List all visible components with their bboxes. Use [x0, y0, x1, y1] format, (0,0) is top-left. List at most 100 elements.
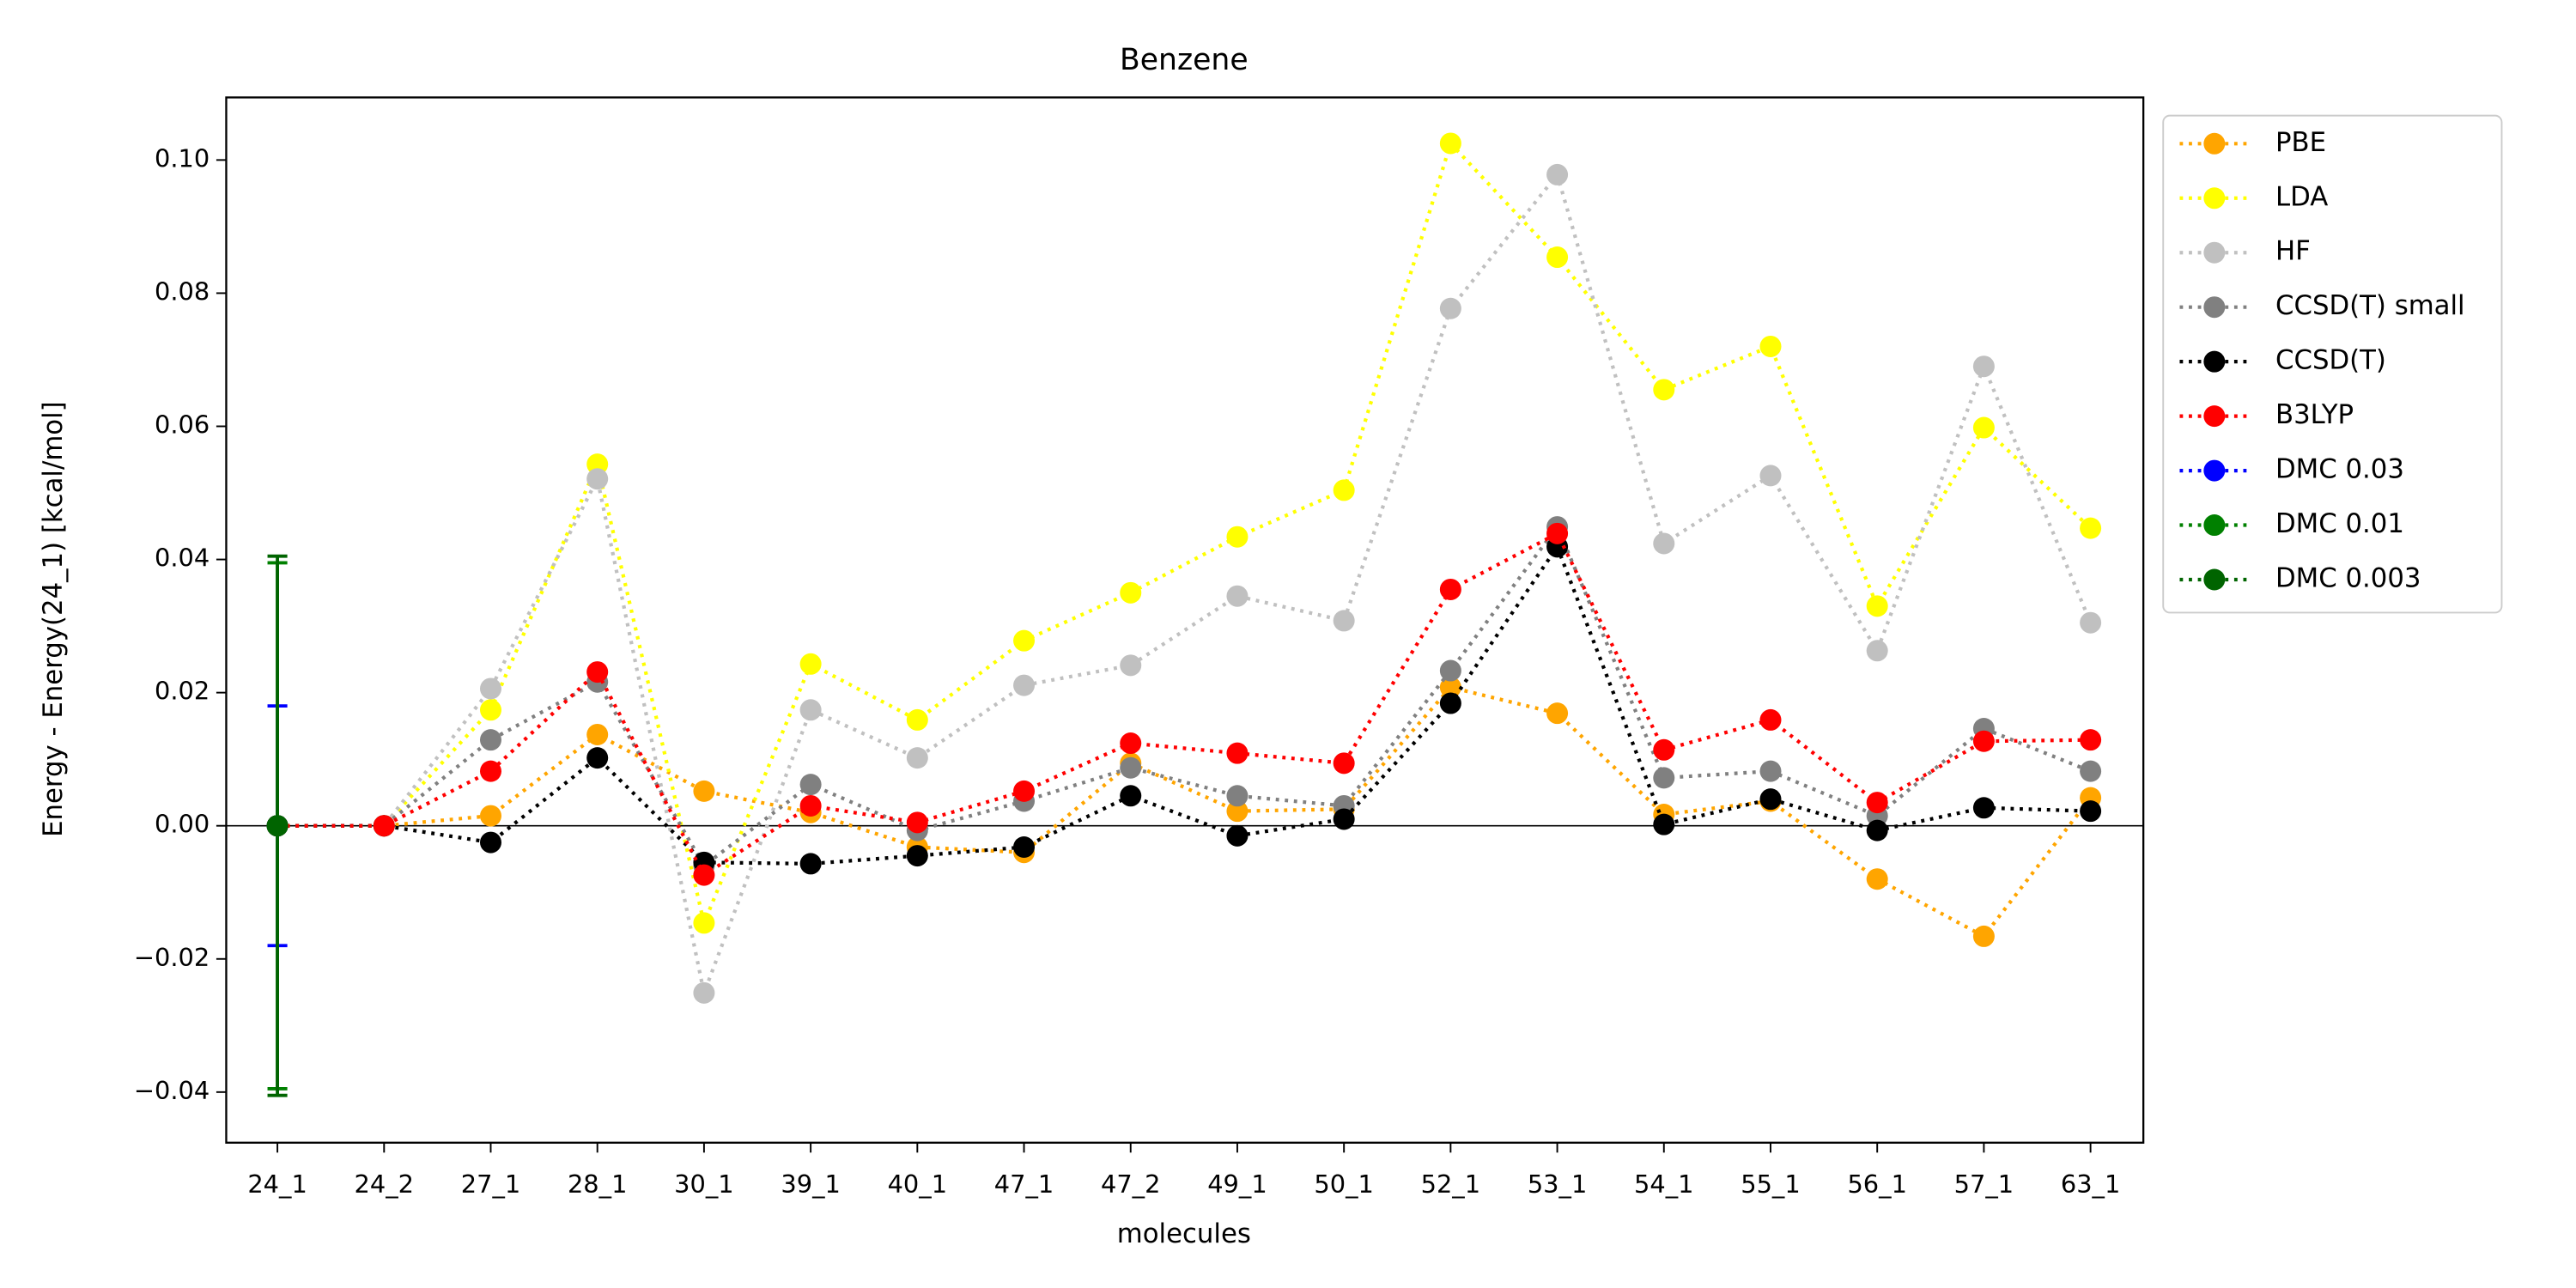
- marker: [693, 864, 715, 886]
- marker: [1013, 836, 1036, 859]
- y-tick-label: −0.04: [134, 1076, 210, 1105]
- marker: [1439, 578, 1461, 600]
- marker: [2080, 611, 2102, 634]
- marker: [1972, 355, 1995, 378]
- legend-marker: [2203, 459, 2226, 482]
- marker: [2080, 517, 2102, 539]
- y-tick-label: 0.08: [155, 276, 210, 306]
- x-tick-label: 28_1: [568, 1170, 627, 1199]
- marker: [1120, 732, 1142, 755]
- marker: [1866, 595, 1888, 617]
- marker: [1653, 379, 1675, 401]
- marker: [1866, 792, 1888, 814]
- y-tick-label: 0.00: [155, 810, 210, 839]
- marker: [1226, 526, 1249, 548]
- x-tick-label: 30_1: [674, 1170, 733, 1199]
- series-line: [277, 543, 2091, 866]
- marker: [2080, 760, 2102, 782]
- marker: [1439, 659, 1461, 682]
- marker: [1972, 416, 1995, 439]
- marker: [586, 723, 609, 745]
- marker: [693, 912, 715, 934]
- marker: [1120, 785, 1142, 807]
- marker: [1120, 654, 1142, 677]
- marker: [1866, 640, 1888, 662]
- y-tick-label: 0.04: [155, 544, 210, 573]
- x-tick-label: 47_1: [994, 1170, 1054, 1199]
- marker: [799, 774, 822, 796]
- marker: [1546, 702, 1569, 725]
- y-axis-label: Energy - Energy(24_1) [kcal/mol]: [38, 401, 69, 837]
- marker: [1759, 760, 1782, 782]
- marker: [1013, 629, 1036, 652]
- marker: [266, 815, 289, 837]
- marker: [906, 811, 928, 834]
- marker: [1333, 610, 1355, 632]
- x-tick-label: 49_1: [1207, 1170, 1267, 1199]
- marker: [1333, 752, 1355, 775]
- x-tick-label: 63_1: [2061, 1170, 2120, 1199]
- marker: [799, 794, 822, 817]
- marker: [1972, 797, 1995, 819]
- marker: [1439, 132, 1461, 155]
- legend-label: DMC 0.03: [2275, 454, 2404, 485]
- marker: [693, 981, 715, 1004]
- x-tick-label: 53_1: [1528, 1170, 1587, 1199]
- x-tick-label: 55_1: [1741, 1170, 1800, 1199]
- legend-label: HF: [2275, 236, 2311, 267]
- marker: [1972, 925, 1995, 947]
- marker: [586, 468, 609, 490]
- legend-marker: [2203, 132, 2226, 155]
- marker: [799, 853, 822, 875]
- legend-label: CCSD(T): [2275, 345, 2386, 376]
- marker: [2080, 800, 2102, 823]
- marker: [1759, 788, 1782, 811]
- marker: [1759, 708, 1782, 731]
- x-tick-label: 27_1: [461, 1170, 520, 1199]
- marker: [2080, 729, 2102, 751]
- series-line: [277, 523, 2092, 869]
- x-tick-label: 40_1: [888, 1170, 947, 1199]
- y-tick-label: 0.06: [155, 410, 210, 439]
- marker: [1120, 581, 1142, 604]
- legend-label: CCSD(T) small: [2275, 290, 2465, 321]
- marker: [479, 699, 501, 721]
- marker: [1759, 335, 1782, 357]
- x-axis-label: molecules: [1117, 1218, 1251, 1249]
- marker: [1546, 163, 1569, 185]
- x-tick-label: 57_1: [1954, 1170, 2014, 1199]
- marker: [1866, 819, 1888, 841]
- x-tick-label: 24_2: [355, 1170, 414, 1199]
- legend-label: DMC 0.003: [2275, 563, 2421, 594]
- marker: [693, 780, 715, 802]
- y-tick-label: −0.02: [134, 943, 210, 972]
- marker: [799, 653, 822, 675]
- marker: [1120, 756, 1142, 779]
- marker: [1759, 465, 1782, 487]
- legend-label: B3LYP: [2275, 399, 2354, 430]
- marker: [479, 831, 501, 854]
- legend-label: DMC 0.01: [2275, 508, 2404, 539]
- marker: [586, 747, 609, 769]
- legend-marker: [2203, 187, 2226, 210]
- marker: [1653, 767, 1675, 789]
- legend-label: LDA: [2275, 181, 2328, 212]
- marker: [1866, 868, 1888, 890]
- y-tick-label: 0.02: [155, 677, 210, 706]
- x-tick-label: 50_1: [1314, 1170, 1373, 1199]
- marker: [1013, 674, 1036, 696]
- legend-marker: [2203, 568, 2226, 591]
- legend-marker: [2203, 405, 2226, 428]
- marker: [1653, 532, 1675, 555]
- legend-label: PBE: [2275, 127, 2326, 158]
- marker: [1226, 785, 1249, 807]
- marker: [1333, 479, 1355, 501]
- marker: [799, 699, 822, 721]
- marker: [1439, 692, 1461, 714]
- marker: [373, 815, 395, 837]
- marker: [1226, 585, 1249, 607]
- marker: [479, 805, 501, 827]
- series-line: [277, 531, 2091, 878]
- marker: [1653, 738, 1675, 761]
